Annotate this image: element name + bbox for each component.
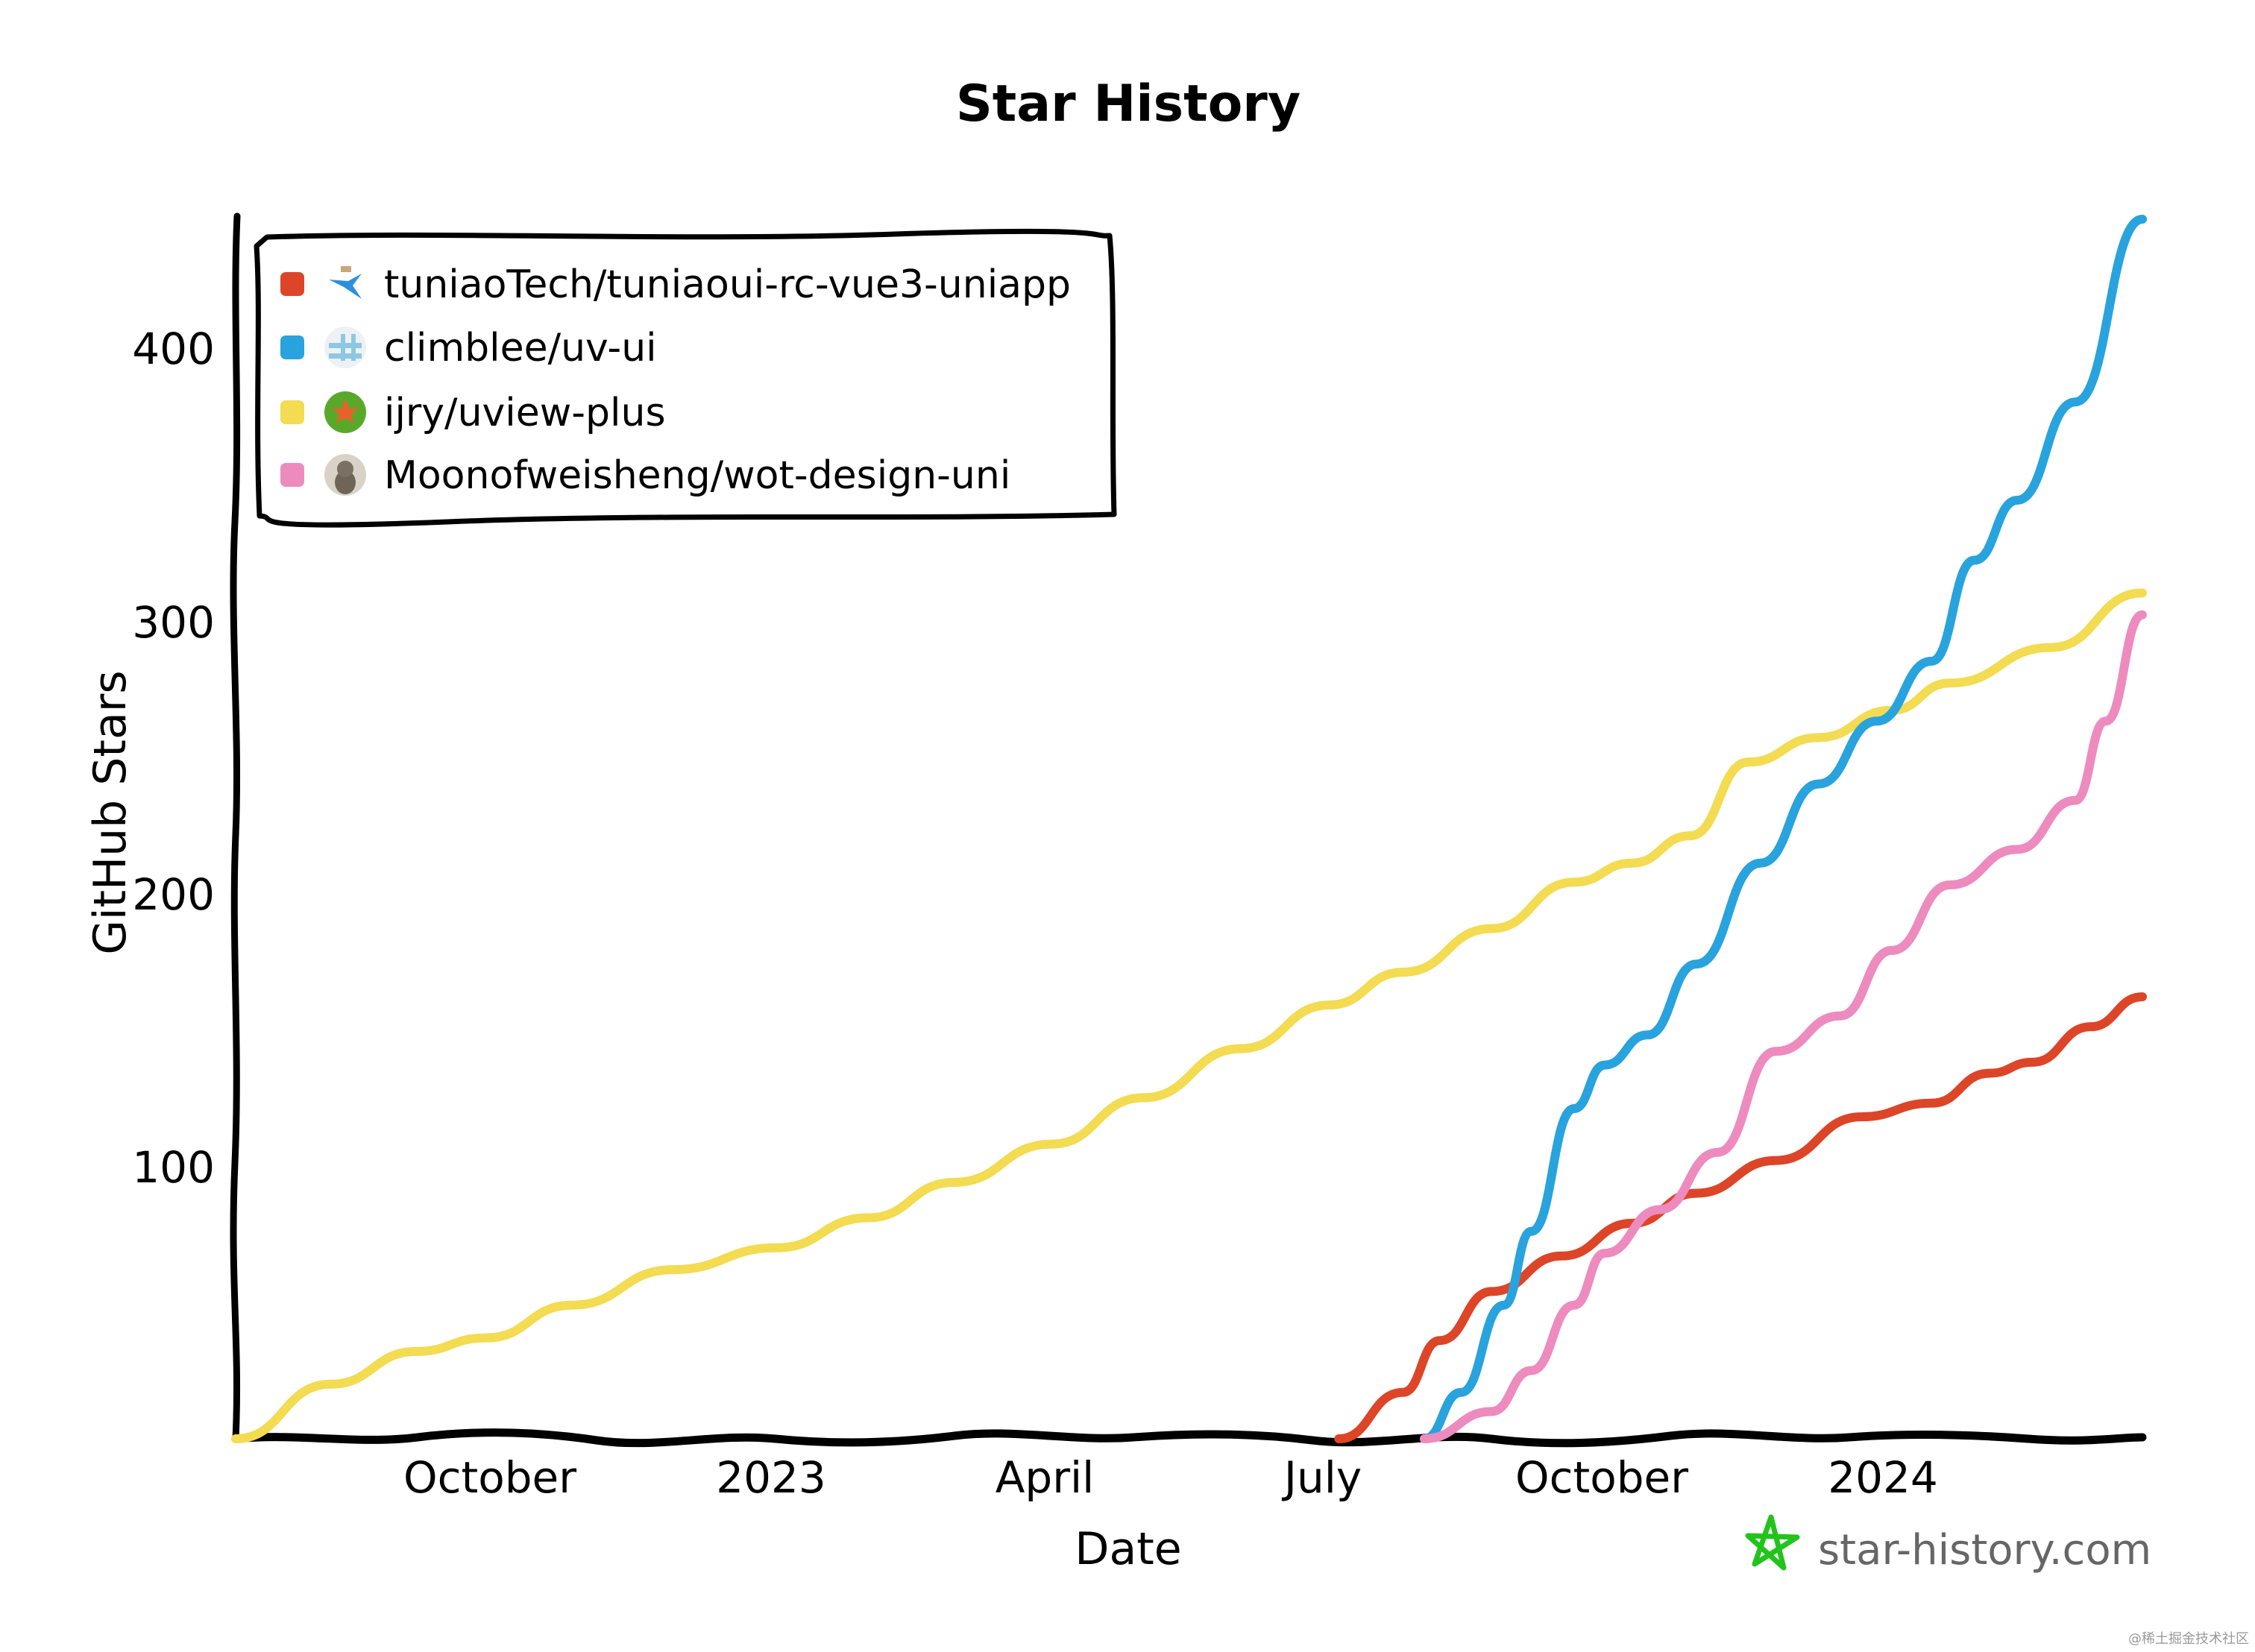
legend-color-swatch xyxy=(280,400,304,424)
x-tick-october-2022: October xyxy=(403,1452,576,1503)
legend-label: Moonofweisheng/wot-design-uni xyxy=(384,453,1010,498)
x-tick-labels: October 2023 April July October 2024 xyxy=(403,1452,1938,1503)
legend-item[interactable]: ijry/uview-plus xyxy=(280,391,666,435)
legend-label: climblee/uv-ui xyxy=(384,326,657,371)
series-lines xyxy=(231,215,2147,1443)
x-tick-july: July xyxy=(1282,1452,1362,1503)
y-tick-100: 100 xyxy=(132,1142,215,1193)
legend-color-swatch xyxy=(280,335,304,359)
x-tick-october-2023: October xyxy=(1515,1452,1688,1503)
legend-color-swatch xyxy=(280,463,304,487)
x-axis-line xyxy=(231,1428,2147,1448)
y-tick-400: 400 xyxy=(132,324,215,374)
legend-label: tuniaoTech/tuniaoui-rc-vue3-uniapp xyxy=(384,262,1071,307)
legend-label: ijry/uview-plus xyxy=(384,391,666,435)
legend-item[interactable]: Moonofweisheng/wot-design-uni xyxy=(280,453,1010,498)
legend: tuniaoTech/tuniaoui-rc-vue3-uniapp climbl… xyxy=(254,228,1117,528)
x-tick-2023: 2023 xyxy=(716,1452,826,1503)
y-axis-title: GitHub Stars xyxy=(84,670,136,954)
star-outline-icon xyxy=(1745,1514,1800,1571)
series-line-wot-design-uni xyxy=(1420,610,2147,1443)
branding-text: star-history.com xyxy=(1818,1526,2151,1574)
x-tick-2024: 2024 xyxy=(1828,1452,1938,1503)
chart-title: Star History xyxy=(956,75,1301,133)
branding: star-history.com xyxy=(1745,1514,2151,1574)
x-axis-title: Date xyxy=(1075,1523,1181,1575)
legend-item[interactable]: climblee/uv-ui xyxy=(280,326,657,371)
y-tick-labels: 400 300 200 100 xyxy=(132,324,215,1193)
legend-box xyxy=(254,228,1117,528)
hash-avatar-icon xyxy=(324,327,366,368)
y-tick-200: 200 xyxy=(132,869,215,920)
series-line-uv-ui xyxy=(1420,215,2147,1443)
legend-color-swatch xyxy=(280,272,304,296)
x-tick-april: April xyxy=(996,1452,1095,1503)
watermark: @稀土掘金技术社区 xyxy=(2128,1631,2249,1647)
cat-avatar-icon xyxy=(324,454,366,496)
series-line-tuniaoui-rc-vue3-uniapp xyxy=(1334,992,2147,1443)
maple-leaf-avatar-icon xyxy=(324,391,366,433)
legend-item[interactable]: tuniaoTech/tuniaoui-rc-vue3-uniapp xyxy=(280,262,1071,307)
bird-avatar-icon xyxy=(329,266,362,299)
y-axis-line xyxy=(230,212,241,1443)
y-tick-300: 300 xyxy=(132,597,215,648)
series-line-uview-plus xyxy=(231,588,2147,1443)
